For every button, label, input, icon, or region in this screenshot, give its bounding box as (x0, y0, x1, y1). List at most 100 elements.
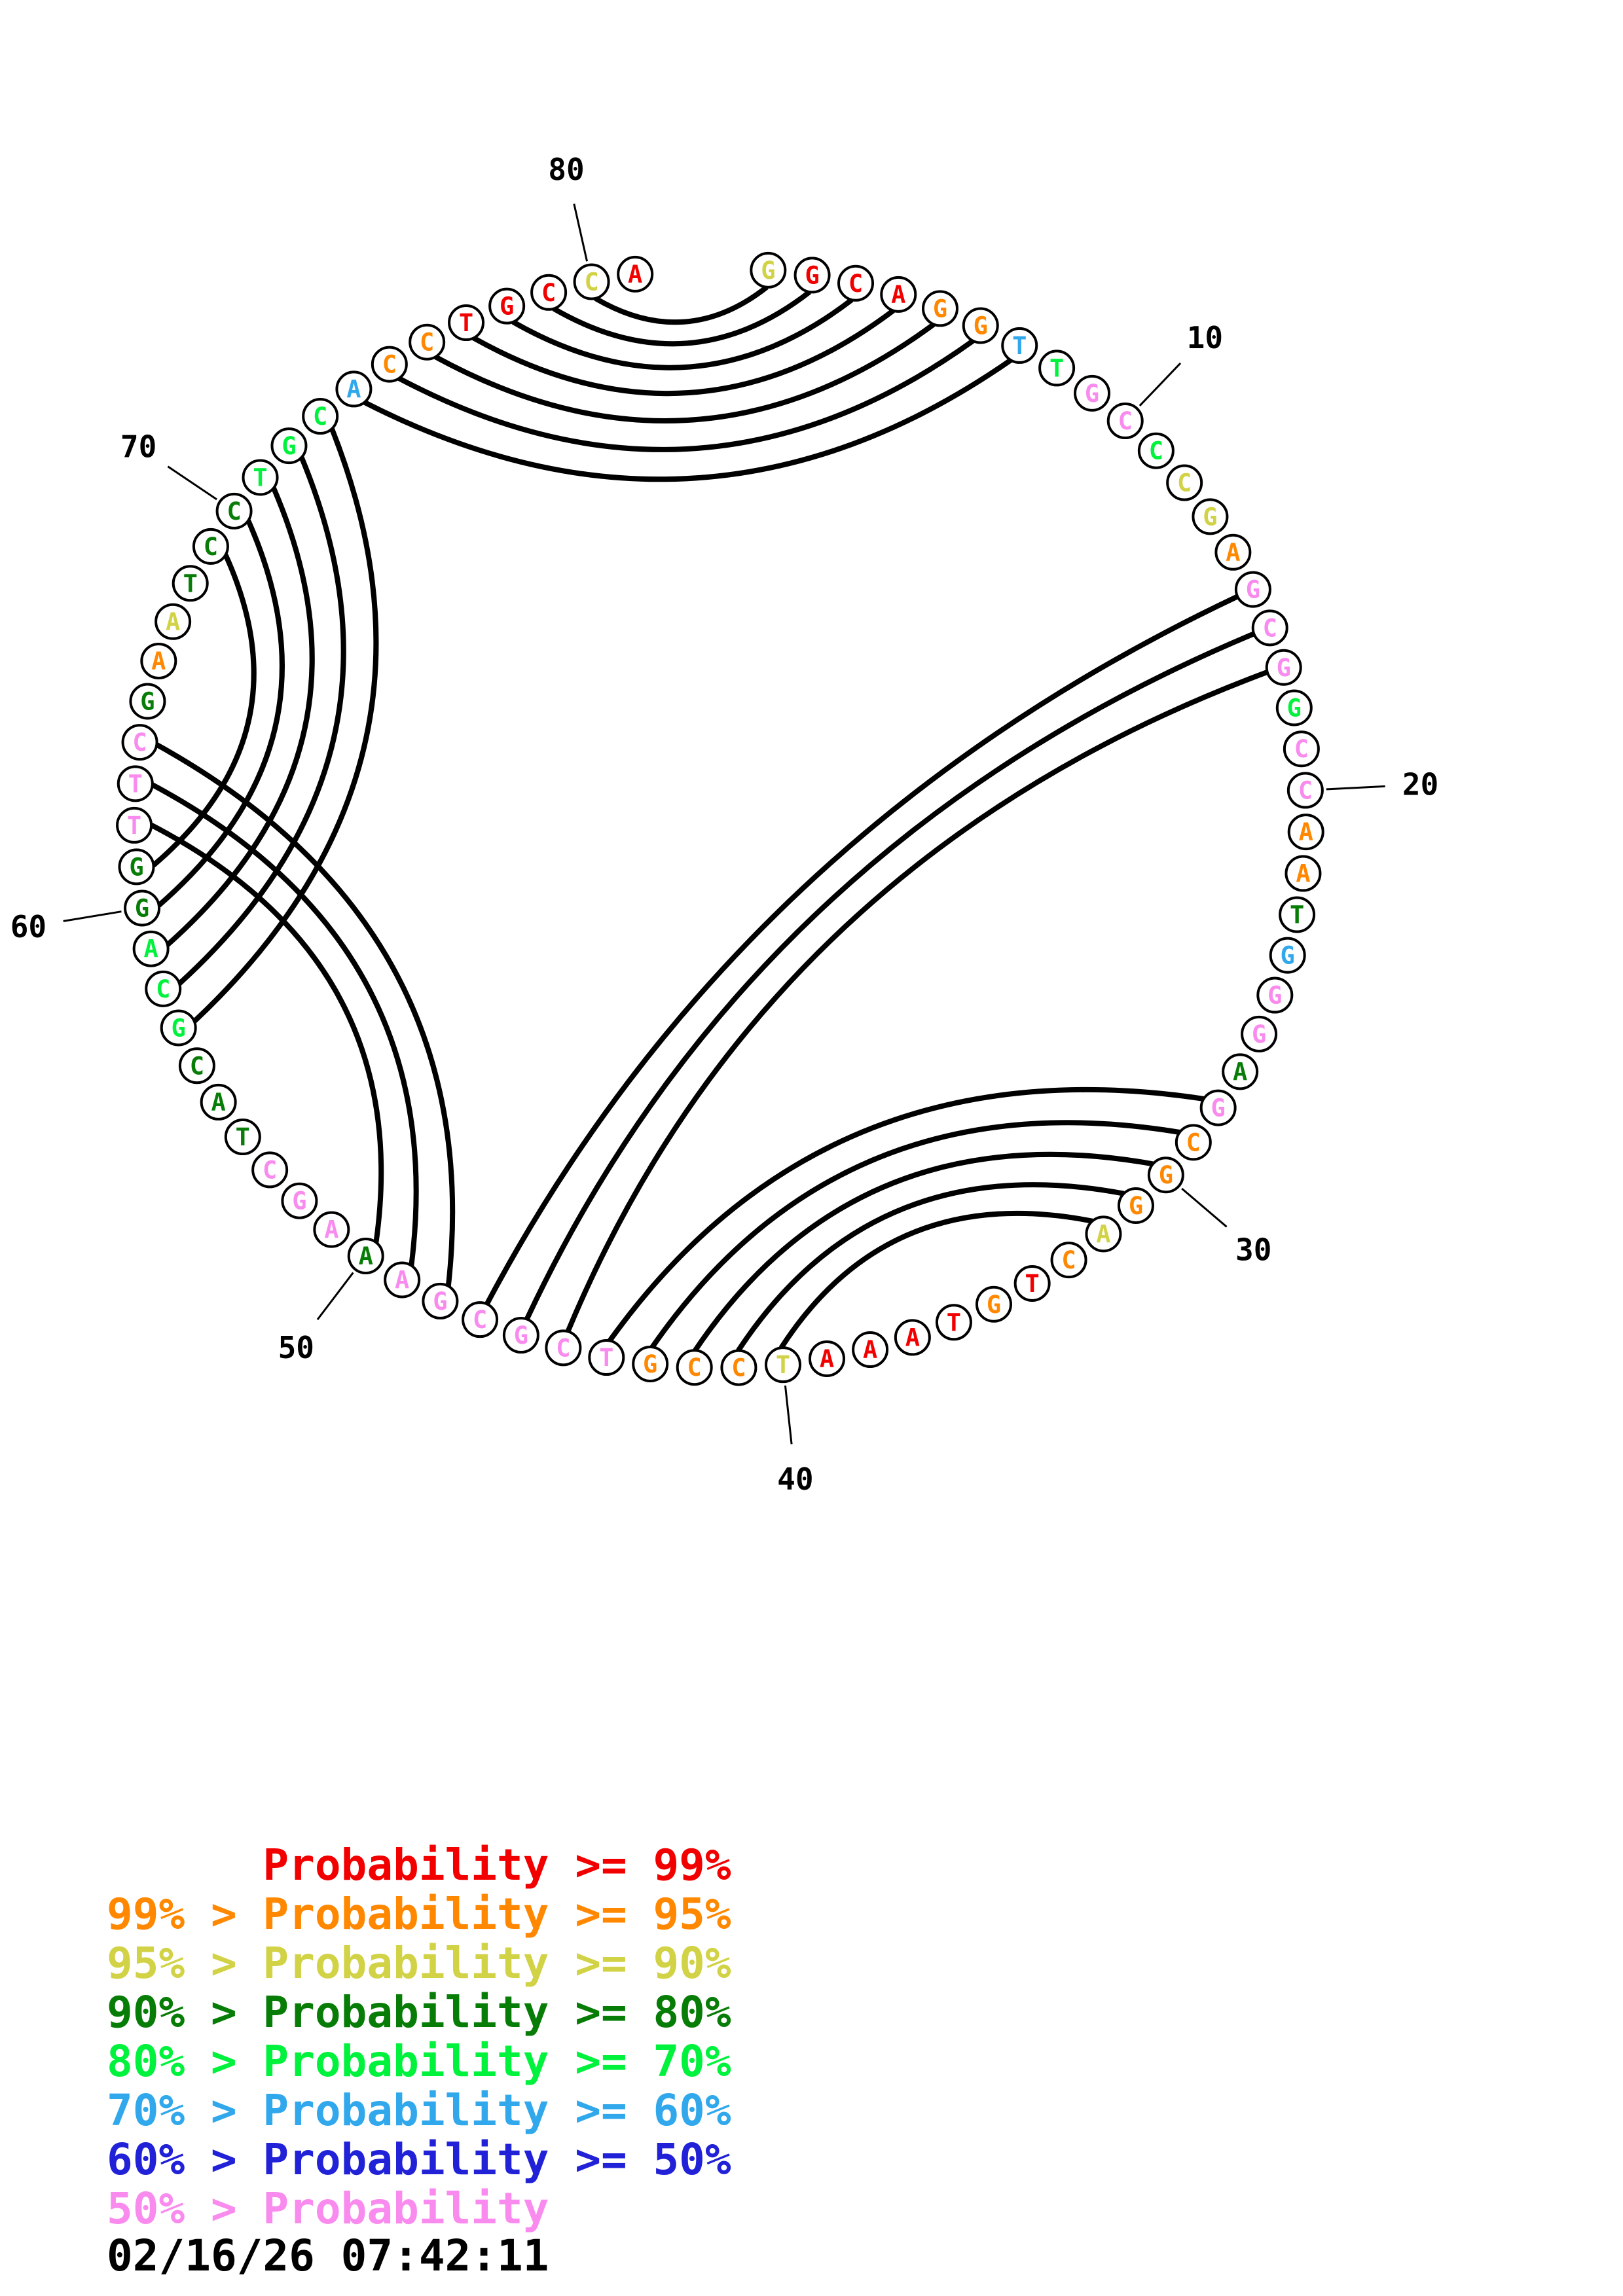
basepair-arc-15-47 (484, 594, 1239, 1306)
nucleotide-41-C: C (720, 1349, 757, 1386)
nucleotide-circle-41 (720, 1349, 757, 1386)
nucleotide-circle-40 (764, 1346, 801, 1384)
nucleotide-circle-57 (160, 1009, 197, 1047)
nucleotide-letter-6: G (974, 312, 988, 340)
nucleotide-circle-38 (852, 1331, 889, 1369)
nucleotide-letter-2: G (805, 261, 819, 289)
position-label-line-60 (63, 910, 122, 922)
nucleotide-6-G: G (962, 307, 999, 344)
nucleotide-circle-33 (1050, 1242, 1087, 1279)
nucleotide-letter-33: C (1061, 1246, 1076, 1274)
nucleotide-letter-14: A (1226, 539, 1240, 567)
basepair-arc-61-69 (151, 554, 257, 868)
nucleotide-letter-50: A (359, 1242, 373, 1270)
nucleotide-circle-4 (880, 276, 917, 313)
nucleotide-11-C: C (1137, 432, 1175, 469)
nucleotide-circle-19 (1283, 730, 1320, 768)
nucleotide-42-C: C (676, 1349, 713, 1386)
nucleotide-circle-29 (1175, 1124, 1212, 1161)
position-label-70: 70 (120, 429, 156, 465)
nucleotide-circle-26 (1241, 1015, 1278, 1052)
nucleotide-2-G: G (793, 257, 831, 294)
nucleotide-70-C: C (215, 492, 253, 529)
nucleotide-circle-68 (172, 565, 209, 602)
nucleotide-letter-43: G (643, 1350, 657, 1378)
position-label-60: 60 (10, 909, 46, 944)
legend-line-6: 70% > Probability >= 60% (107, 2085, 731, 2136)
basepair-arc-30-42 (693, 1151, 1154, 1352)
nucleotide-letter-18: G (1287, 694, 1302, 723)
nucleotide-circle-16 (1251, 609, 1288, 647)
position-label-40: 40 (777, 1462, 813, 1497)
nucleotide-letter-77: T (459, 309, 473, 337)
nucleotide-circle-9 (1074, 374, 1111, 412)
basepair-arc-5-76 (434, 322, 936, 423)
nucleotide-circle-20 (1286, 772, 1324, 809)
nucleotide-circle-81 (617, 255, 654, 293)
nucleotide-letter-67: A (166, 608, 180, 636)
position-label-line-10 (1139, 362, 1182, 406)
nucleotide-67-A: A (155, 603, 192, 640)
nucleotide-72-G: G (270, 427, 308, 465)
nucleotide-81-A: A (617, 255, 654, 293)
nucleotide-circle-32 (1085, 1215, 1122, 1253)
nucleotide-letter-44: T (599, 1344, 613, 1372)
nucleotide-letter-65: G (140, 688, 155, 716)
nucleotide-circle-70 (215, 492, 253, 529)
nucleotide-60-G: G (124, 889, 161, 927)
nucleotide-52-G: G (281, 1182, 318, 1219)
nucleotide-27-A: A (1222, 1053, 1259, 1090)
nucleotide-38-A: A (852, 1331, 889, 1369)
nucleotide-21-A: A (1287, 814, 1324, 851)
nucleotide-letter-76: C (420, 329, 434, 357)
nucleotide-circle-75 (371, 346, 408, 383)
nucleotide-circle-35 (975, 1285, 1012, 1323)
position-label-10: 10 (1187, 320, 1223, 355)
nucleotide-circle-45 (545, 1329, 582, 1367)
position-label-80: 80 (548, 152, 584, 187)
nucleotide-26-G: G (1241, 1015, 1278, 1052)
nucleotide-letter-68: T (183, 569, 198, 598)
nucleotide-57-G: G (160, 1009, 197, 1047)
nucleotide-letter-12: C (1177, 469, 1192, 497)
nucleotide-letter-61: G (129, 853, 143, 881)
probability-legend: Probability >= 99% 99% > Probability >= 9… (107, 1840, 731, 2233)
nucleotide-circle-5 (921, 290, 958, 327)
nucleotide-circle-54 (224, 1119, 261, 1156)
nucleotide-75-C: C (371, 346, 408, 383)
nucleotide-letter-56: C (190, 1052, 204, 1080)
nucleotide-58-C: C (145, 970, 182, 1007)
position-label-line-50 (316, 1272, 354, 1321)
nucleotide-circle-27 (1222, 1053, 1259, 1090)
nucleotide-4-A: A (880, 276, 917, 313)
nucleotide-circle-7 (1001, 327, 1038, 364)
basepair-arc-32-40 (778, 1210, 1093, 1350)
nucleotide-44-T: T (588, 1339, 625, 1376)
nucleotide-circle-48 (422, 1282, 459, 1319)
legend-line-7: 60% > Probability >= 50% (107, 2134, 731, 2185)
nucleotide-letter-69: C (204, 533, 218, 561)
nucleotide-circle-67 (155, 603, 192, 640)
nucleotide-letter-72: G (282, 432, 296, 460)
nucleotide-circle-42 (676, 1349, 713, 1386)
legend-line-8: 50% > Probability (107, 2183, 549, 2234)
nucleotide-letter-60: G (135, 894, 149, 922)
position-label-line-30 (1181, 1187, 1228, 1228)
nucleotide-letter-80: C (584, 268, 598, 296)
nucleotide-circle-10 (1106, 403, 1144, 440)
nucleotide-letter-48: G (433, 1287, 447, 1316)
nucleotide-circle-36 (935, 1304, 972, 1341)
nucleotide-40-T: T (764, 1346, 801, 1384)
nucleotide-circle-74 (335, 370, 373, 408)
nucleotide-34-T: T (1013, 1265, 1051, 1302)
basepair-arc-50-62 (150, 823, 384, 1243)
nucleotide-circle-63 (117, 765, 154, 802)
nucleotide-circle-17 (1265, 649, 1302, 686)
nucleotide-circle-15 (1234, 571, 1271, 608)
basepair-arc-60-70 (157, 519, 285, 908)
basepair-arc-1-80 (594, 285, 769, 325)
nucleotide-8-T: T (1038, 350, 1076, 387)
nucleotide-letter-40: T (776, 1351, 790, 1379)
nucleotide-circle-30 (1147, 1157, 1184, 1194)
nucleotide-64-C: C (121, 724, 158, 761)
